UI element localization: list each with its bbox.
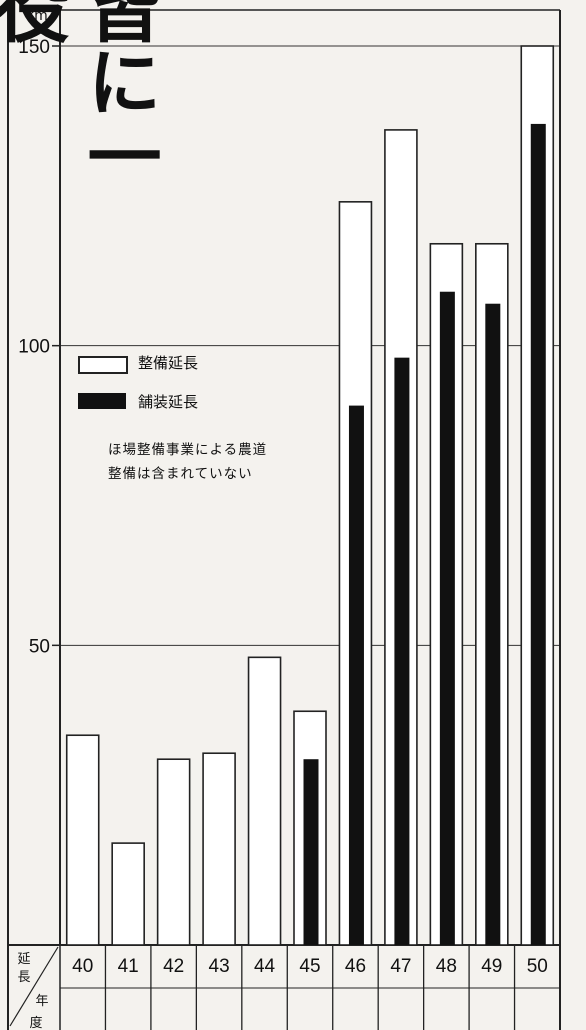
bar-paving-49: [485, 303, 501, 945]
note-line-2: 整備は含まれていない: [108, 466, 253, 482]
y-tick-label-100: 100: [18, 337, 50, 358]
row-header-top-char: 長: [17, 970, 30, 985]
x-tick-label-40: 40: [72, 956, 93, 977]
legend-maintenance-label: 整備延長: [138, 354, 199, 372]
x-tick-label-50: 50: [527, 956, 548, 977]
bar-maintenance-41: [111, 842, 145, 946]
bar-maintenance-42: [156, 758, 191, 946]
x-tick-label-41: 41: [118, 956, 139, 977]
row-header-top-char: 延: [17, 952, 30, 967]
x-tick-label-42: 42: [163, 956, 184, 977]
x-tick-label-47: 47: [390, 956, 411, 977]
x-tick-label-45: 45: [299, 956, 320, 977]
bar-paving-46: [348, 405, 364, 946]
x-tick-label-44: 44: [254, 956, 276, 977]
table-header-diagonal: [9, 946, 59, 1027]
y-tick-label-50: 50: [29, 636, 50, 657]
bar-maintenance-44: [247, 656, 282, 946]
x-tick-label-46: 46: [345, 956, 366, 977]
bar-paving-48: [439, 291, 455, 945]
legend-maintenance-swatch: [78, 356, 128, 374]
headline: 皆に一役: [0, 0, 161, 192]
note-line-1: ほ場整備事業による農道: [108, 442, 268, 458]
bar-paving-50: [530, 123, 546, 945]
bar-paving-47: [394, 357, 410, 945]
x-tick-label-48: 48: [436, 956, 457, 977]
bar-maintenance-40: [65, 734, 100, 946]
x-tick-label-43: 43: [209, 956, 230, 977]
bar-maintenance-43: [202, 752, 236, 946]
legend-paving-label: 舗装延長: [138, 393, 199, 411]
bar-paving-45: [303, 759, 319, 945]
unit-label: km: [26, 8, 48, 24]
x-tick-label-49: 49: [481, 956, 502, 977]
legend-paving-swatch: [78, 393, 126, 409]
y-tick-label-150: 150: [18, 37, 50, 58]
row-header-bottom-char: 度: [29, 1015, 42, 1030]
row-header-bottom-char: 年: [35, 994, 48, 1009]
